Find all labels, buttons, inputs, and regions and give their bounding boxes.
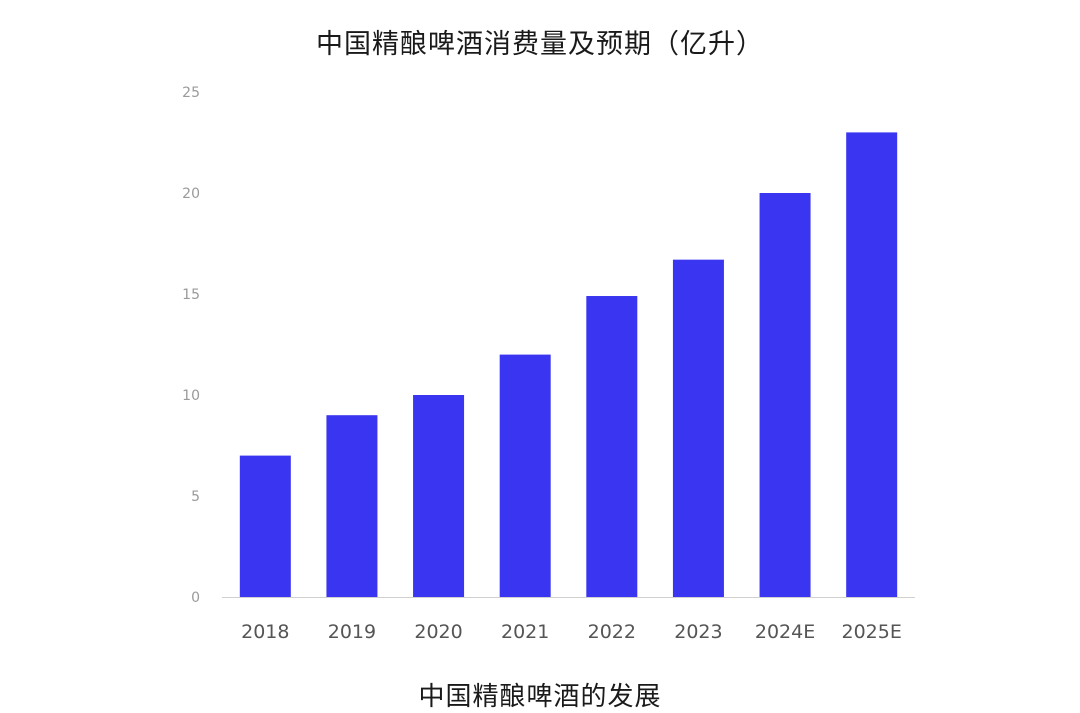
- x-axis-ticks: 2018 2019 2020 2021 2022 2023 2024E 2025E: [241, 621, 902, 643]
- bar-2024E: [759, 193, 811, 597]
- x-tick-label: 2025E: [842, 621, 902, 643]
- x-tick-label: 2023: [674, 621, 722, 643]
- bar-2025E: [846, 132, 898, 597]
- bar-2023: [672, 259, 724, 597]
- figure-caption: 中国精酿啤酒的发展: [418, 682, 662, 712]
- bar-2021: [499, 354, 551, 597]
- y-tick-label: 15: [182, 287, 200, 303]
- bar-chart: 0 5 10 15 20 25 2018 2019 2020 2021 2022 2023 2024E…: [182, 85, 915, 643]
- x-tick-label: 2021: [501, 621, 549, 643]
- x-tick-label: 2018: [241, 621, 289, 643]
- chart-title: 中国精酿啤酒消费量及预期（亿升）: [316, 29, 764, 60]
- y-tick-label: 0: [191, 590, 200, 606]
- y-tick-label: 25: [182, 85, 200, 101]
- bar-2019: [326, 415, 378, 597]
- bar-2018: [239, 455, 291, 597]
- x-tick-label: 2020: [414, 621, 462, 643]
- x-tick-label: 2024E: [755, 621, 815, 643]
- y-tick-label: 5: [191, 489, 200, 505]
- bar-2020: [413, 395, 465, 597]
- y-tick-label: 20: [182, 186, 200, 202]
- bar-2022: [586, 296, 638, 597]
- x-tick-label: 2022: [588, 621, 636, 643]
- y-axis-ticks: 0 5 10 15 20 25: [182, 85, 200, 606]
- x-tick-label: 2019: [328, 621, 376, 643]
- y-tick-label: 10: [182, 388, 200, 404]
- bars: [239, 132, 898, 597]
